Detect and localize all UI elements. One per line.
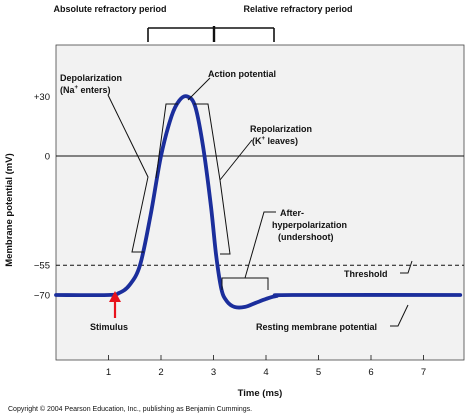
repolarization-label: Repolarization (K+ leaves) bbox=[250, 124, 315, 146]
y-tick-label: 0 bbox=[45, 152, 50, 163]
depolarization-label: Depolarization (Na+ enters) bbox=[60, 73, 125, 95]
after-hyperpolarization-label: After- hyperpolarization (undershoot) bbox=[272, 208, 350, 242]
x-tick-label: 4 bbox=[263, 367, 268, 378]
repolarization-bracket bbox=[194, 103, 221, 181]
threshold-callout bbox=[400, 260, 413, 274]
resting-label: Resting membrane potential bbox=[256, 322, 377, 332]
action-potential-callout bbox=[187, 77, 211, 101]
depolarization-callout bbox=[107, 94, 149, 253]
copyright-text: Copyright © 2004 Pearson Education, Inc.… bbox=[8, 405, 252, 413]
after-hyperpolarization-callout bbox=[244, 211, 276, 279]
y-axis-ticks: +30 0 −55 −70 bbox=[34, 92, 50, 302]
y-tick-label: −55 bbox=[34, 261, 50, 272]
repolarization-fall-bracket bbox=[219, 179, 231, 255]
x-tick-label: 1 bbox=[106, 367, 111, 378]
stimulus-arrow-icon bbox=[109, 291, 121, 318]
plot-panel bbox=[55, 44, 465, 361]
depolarization-bracket bbox=[155, 103, 178, 179]
stimulus-label: Stimulus bbox=[90, 322, 128, 332]
x-axis-title: Time (ms) bbox=[238, 388, 283, 399]
x-tick-label: 6 bbox=[368, 367, 373, 378]
y-tick-label: −70 bbox=[34, 291, 50, 302]
relative-refractory-label: Relative refractory period bbox=[243, 4, 352, 14]
x-tick-label: 7 bbox=[421, 367, 426, 378]
x-tick-label: 5 bbox=[316, 367, 321, 378]
membrane-potential-trace bbox=[54, 94, 463, 310]
x-tick-label: 3 bbox=[211, 367, 216, 378]
callout-lines bbox=[107, 77, 413, 327]
threshold-label: Threshold bbox=[344, 269, 388, 279]
action-potential-label: Action potential bbox=[208, 69, 276, 79]
x-tick-label: 2 bbox=[158, 367, 163, 378]
period-brackets bbox=[147, 26, 275, 42]
x-axis-ticks: 1 2 3 4 5 6 7 bbox=[106, 355, 426, 378]
repolarization-callout bbox=[219, 139, 253, 181]
y-axis-title: Membrane potential (mV) bbox=[4, 153, 15, 267]
resting-callout bbox=[390, 304, 409, 327]
absolute-refractory-label: Absolute refractory period bbox=[53, 4, 166, 14]
y-tick-label: +30 bbox=[34, 92, 50, 103]
